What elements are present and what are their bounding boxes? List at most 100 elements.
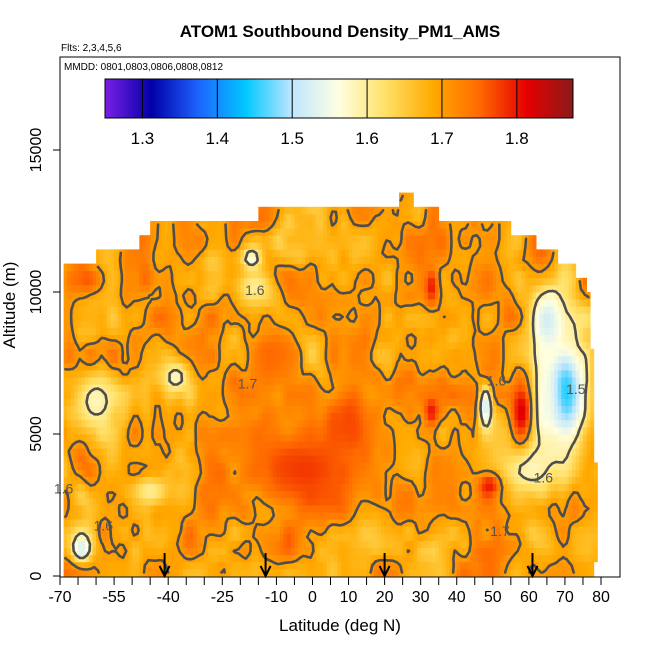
heatmap-cell	[150, 377, 155, 385]
heatmap-cell	[579, 412, 584, 421]
heatmap-cell	[81, 434, 86, 442]
heatmap-cell	[550, 554, 555, 563]
heatmap-cell	[348, 455, 353, 463]
heatmap-cell	[380, 341, 385, 350]
heatmap-cell	[572, 526, 577, 534]
heatmap-cell	[236, 384, 241, 392]
heatmap-cell	[579, 476, 584, 485]
heatmap-cell	[362, 554, 367, 563]
heatmap-cell	[146, 341, 151, 350]
heatmap-cell	[139, 497, 144, 506]
heatmap-cell	[507, 497, 512, 506]
heatmap-cell	[157, 341, 162, 350]
heatmap-cell	[308, 512, 313, 520]
heatmap-cell	[406, 483, 411, 492]
heatmap-cell	[186, 455, 191, 463]
heatmap-cell	[384, 519, 389, 527]
heatmap-cell	[96, 497, 101, 506]
heatmap-cell	[478, 547, 483, 556]
heatmap-cell	[110, 490, 115, 499]
heatmap-cell	[463, 476, 468, 485]
heatmap-cell	[554, 519, 559, 527]
heatmap-cell	[521, 363, 526, 371]
heatmap-cell	[348, 341, 353, 350]
heatmap-cell	[557, 519, 562, 527]
heatmap-cell	[200, 568, 205, 577]
heatmap-cell	[424, 505, 429, 513]
heatmap-cell	[330, 448, 335, 456]
heatmap-cell	[435, 547, 440, 556]
heatmap-cell	[247, 370, 252, 378]
heatmap-cell	[355, 547, 360, 556]
heatmap-cell	[406, 370, 411, 378]
heatmap-cell	[467, 441, 472, 449]
heatmap-cell	[399, 505, 404, 513]
heatmap-cell	[243, 441, 248, 449]
heatmap-cell	[453, 554, 458, 563]
heatmap-cell	[326, 391, 331, 399]
heatmap-cell	[543, 462, 548, 470]
heatmap-cell	[395, 426, 400, 435]
heatmap-cell	[330, 370, 335, 378]
heatmap-cell	[435, 419, 440, 428]
heatmap-cell	[160, 512, 165, 520]
heatmap-cell	[417, 505, 422, 513]
heatmap-cell	[525, 483, 530, 492]
heatmap-cell	[370, 512, 375, 520]
heatmap-cell	[449, 334, 454, 343]
heatmap-cell	[200, 355, 205, 364]
heatmap-cell	[200, 526, 205, 534]
heatmap-cell	[521, 554, 526, 563]
heatmap-cell	[344, 448, 349, 456]
heatmap-cell	[330, 526, 335, 534]
heatmap-cell	[471, 533, 476, 541]
heatmap-cell	[323, 540, 328, 548]
heatmap-cell	[427, 483, 432, 492]
heatmap-cell	[211, 348, 216, 357]
heatmap-cell	[582, 455, 587, 463]
heatmap-cell	[456, 568, 461, 577]
heatmap-cell	[254, 419, 259, 428]
heatmap-cell	[171, 355, 176, 364]
heatmap-cell	[124, 483, 129, 492]
heatmap-cell	[287, 561, 292, 570]
heatmap-cell	[471, 561, 476, 570]
heatmap-cell	[409, 370, 414, 378]
heatmap-cell	[218, 341, 223, 350]
heatmap-cell	[99, 412, 104, 421]
heatmap-cell	[142, 476, 147, 485]
heatmap-cell	[514, 476, 519, 485]
heatmap-cell	[222, 462, 227, 470]
heatmap-cell	[417, 483, 422, 492]
heatmap-cell	[344, 434, 349, 442]
heatmap-cell	[438, 384, 443, 392]
heatmap-cell	[474, 547, 479, 556]
heatmap-cell	[114, 341, 119, 350]
heatmap-cell	[92, 540, 97, 548]
heatmap-cell	[88, 505, 93, 513]
heatmap-cell	[550, 398, 555, 406]
heatmap-cell	[326, 483, 331, 492]
heatmap-cell	[370, 377, 375, 385]
heatmap-cell	[474, 483, 479, 492]
heatmap-cell	[240, 419, 245, 428]
heatmap-cell	[193, 334, 198, 343]
heatmap-cell	[456, 561, 461, 570]
heatmap-cell	[413, 533, 418, 541]
heatmap-cell	[359, 469, 364, 477]
heatmap-cell	[586, 497, 591, 506]
heatmap-cell	[160, 497, 165, 506]
heatmap-cell	[308, 497, 313, 506]
heatmap-cell	[290, 355, 295, 364]
heatmap-cell	[240, 490, 245, 499]
heatmap-cell	[453, 483, 458, 492]
heatmap-cell	[539, 426, 544, 435]
heatmap-cell	[269, 490, 274, 499]
heatmap-cell	[207, 547, 212, 556]
heatmap-cell	[276, 568, 281, 577]
heatmap-cell	[106, 533, 111, 541]
heatmap-cell	[471, 568, 476, 577]
heatmap-cell	[132, 483, 137, 492]
heatmap-cell	[442, 405, 447, 414]
heatmap-cell	[305, 355, 310, 364]
